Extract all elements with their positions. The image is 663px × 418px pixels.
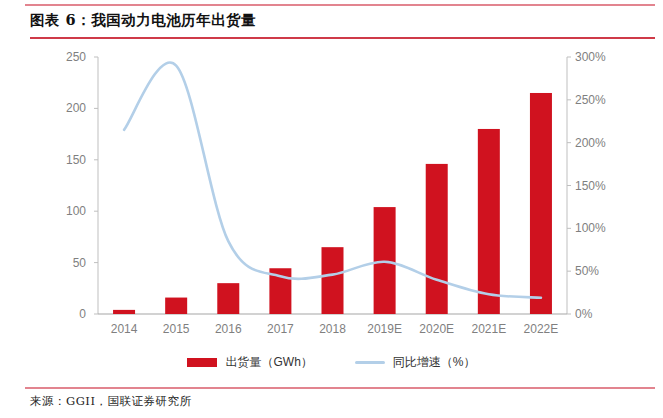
legend-item-growth: 同比增速（%） — [355, 354, 476, 371]
bar-series-swatch — [187, 358, 217, 367]
shipment-bar — [165, 298, 187, 314]
shipment-bar — [530, 93, 552, 314]
page-top-divider — [25, 4, 655, 6]
x-axis-label: 2022E — [524, 322, 559, 336]
right-axis-label: 50% — [575, 264, 599, 278]
left-axis-label: 0 — [79, 307, 86, 321]
right-axis-label: 200% — [575, 136, 606, 150]
x-axis-label: 2021E — [471, 322, 506, 336]
title-underline — [30, 37, 655, 39]
left-axis-label: 100 — [66, 204, 86, 218]
shipment-bar — [322, 247, 344, 314]
left-axis-label: 150 — [66, 153, 86, 167]
right-axis-label: 0% — [575, 307, 593, 321]
shipment-bar — [217, 283, 239, 314]
chart-legend: 出货量（GWh） 同比增速（%） — [0, 352, 663, 372]
right-axis-label: 300% — [575, 50, 606, 64]
x-axis-label: 2019E — [367, 322, 402, 336]
footer-divider — [25, 387, 655, 389]
x-axis-label: 2014 — [111, 322, 138, 336]
source-note: 来源：GGII，国联证券研究所 — [30, 394, 191, 409]
legend-item-shipments: 出货量（GWh） — [187, 354, 312, 371]
right-axis-label: 250% — [575, 93, 606, 107]
chart-canvas: 0 50 100 150 200 250 0% 50% 100% 150% 200% 250% 300%… — [0, 45, 663, 343]
x-axis-label: 2016 — [215, 322, 242, 336]
shipment-bar — [426, 164, 448, 314]
left-axis-label: 200 — [66, 101, 86, 115]
legend-label-growth: 同比增速（%） — [393, 354, 476, 371]
chart-title: 图表 6：我国动力电池历年出货量 — [30, 11, 256, 30]
x-axis-label: 2018 — [319, 322, 346, 336]
line-series-swatch — [355, 361, 385, 364]
left-axis-label: 50 — [73, 256, 87, 270]
x-axis-label: 2020E — [419, 322, 454, 336]
right-axis-label: 100% — [575, 221, 606, 235]
report-chart-panel: 图表 6：我国动力电池历年出货量 0 50 100 150 200 250 0% 50% 100… — [0, 0, 663, 418]
right-axis-label: 150% — [575, 179, 606, 193]
left-axis-label: 250 — [66, 50, 86, 64]
shipment-bar — [113, 310, 135, 314]
legend-label-shipments: 出货量（GWh） — [225, 354, 312, 371]
x-axis-label: 2015 — [163, 322, 190, 336]
x-axis-label: 2017 — [267, 322, 294, 336]
shipment-bar — [478, 129, 500, 314]
